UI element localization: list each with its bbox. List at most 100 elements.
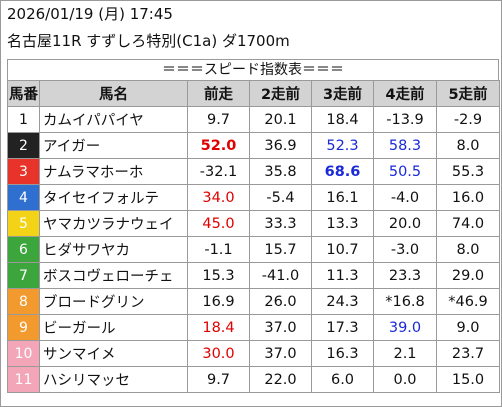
horse-number-cell: 8 [7,288,40,315]
race-title: 名古屋11R すずしろ特別(C1a) ダ1700m [7,32,290,50]
speed-index-cell: 45.0 [187,210,250,237]
col-header-5-races-ago: 5走前 [436,80,500,107]
horse-name-cell: ヤマカツラナウェイ [39,210,188,237]
speed-index-cell: 22.0 [249,366,312,393]
table-banner: ＝＝＝スピード指数表＝＝＝ [7,59,499,80]
speed-index-cell: 16.1 [311,184,374,211]
horse-name-cell: ハシリマッセ [39,366,188,393]
speed-index-cell: *16.8 [373,288,437,315]
horse-name-cell: ブロードグリン [39,288,188,315]
horse-number-cell: 5 [7,210,40,237]
speed-index-cell: 36.9 [249,132,312,159]
speed-index-cell: 37.0 [249,314,312,341]
speed-index-cell: 11.3 [311,262,374,289]
speed-index-cell: 52.3 [311,132,374,159]
speed-index-cell: 23.3 [373,262,437,289]
speed-index-cell: -5.4 [249,184,312,211]
speed-index-cell: -1.1 [187,236,250,263]
col-header-3-races-ago: 3走前 [311,80,374,107]
speed-index-cell: 8.0 [436,236,500,263]
speed-index-cell: 9.0 [436,314,500,341]
table-row: 11 ハシリマッセ 9.7 22.0 6.0 0.0 15.0 [7,366,500,393]
speed-index-cell: 18.4 [311,106,374,133]
speed-index-cell: 16.3 [311,340,374,367]
horse-name-cell: ナムラマホーホ [39,158,188,185]
speed-index-cell: 37.0 [249,340,312,367]
col-header-number: 馬番 [7,80,40,107]
speed-index-cell: 34.0 [187,184,250,211]
speed-index-cell: 68.6 [311,158,374,185]
speed-index-cell: -3.0 [373,236,437,263]
table-row: 9 ビーガール 18.4 37.0 17.3 39.0 9.0 [7,314,500,341]
speed-index-cell: 55.3 [436,158,500,185]
horse-number-cell: 7 [7,262,40,289]
speed-index-cell: 13.3 [311,210,374,237]
speed-index-cell: 24.3 [311,288,374,315]
table-row: 4 タイセイフォルテ 34.0 -5.4 16.1 -4.0 16.0 [7,184,500,211]
horse-name-cell: サンマイメ [39,340,188,367]
horse-number-cell: 4 [7,184,40,211]
speed-index-cell: 16.0 [436,184,500,211]
col-header-2-races-ago: 2走前 [249,80,312,107]
race-date-time: 2026/01/19 (月) 17:45 [7,5,173,23]
horse-name-cell: タイセイフォルテ [39,184,188,211]
horse-number-cell: 1 [7,106,40,133]
table-row: 8 ブロードグリン 16.9 26.0 24.3 *16.8 *46.9 [7,288,500,315]
speed-index-cell: *46.9 [436,288,500,315]
speed-index-cell: 9.7 [187,106,250,133]
speed-index-cell: 50.5 [373,158,437,185]
table-row: 5 ヤマカツラナウェイ 45.0 33.3 13.3 20.0 74.0 [7,210,500,237]
speed-index-cell: 29.0 [436,262,500,289]
speed-index-cell: 17.3 [311,314,374,341]
speed-index-cell: 18.4 [187,314,250,341]
col-header-4-races-ago: 4走前 [373,80,437,107]
speed-index-cell: 20.0 [373,210,437,237]
horse-number-cell: 2 [7,132,40,159]
horse-name-cell: ボスコヴェローチェ [39,262,188,289]
horse-number-cell: 6 [7,236,40,263]
speed-index-cell: 74.0 [436,210,500,237]
table-row: 10 サンマイメ 30.0 37.0 16.3 2.1 23.7 [7,340,500,367]
horse-name-cell: カムイパパイヤ [39,106,188,133]
speed-index-cell: 20.1 [249,106,312,133]
horse-name-cell: アイガー [39,132,188,159]
speed-index-cell: 58.3 [373,132,437,159]
horse-name-cell: ヒダサワヤカ [39,236,188,263]
speed-index-cell: 52.0 [187,132,250,159]
table-row: 2 アイガー 52.0 36.9 52.3 58.3 8.0 [7,132,500,159]
speed-index-cell: 23.7 [436,340,500,367]
speed-index-cell: 2.1 [373,340,437,367]
speed-index-cell: 16.9 [187,288,250,315]
speed-index-cell: -13.9 [373,106,437,133]
header-row: 馬番 馬名 前走 2走前 3走前 4走前 5走前 [7,80,500,107]
speed-index-cell: 6.0 [311,366,374,393]
speed-index-cell: 26.0 [249,288,312,315]
speed-index-cell: -32.1 [187,158,250,185]
speed-index-cell: 39.0 [373,314,437,341]
table-row: 3 ナムラマホーホ -32.1 35.8 68.6 50.5 55.3 [7,158,500,185]
speed-index-cell: 33.3 [249,210,312,237]
col-header-last-race: 前走 [187,80,250,107]
horse-number-cell: 3 [7,158,40,185]
speed-index-cell: -2.9 [436,106,500,133]
speed-index-cell: 15.7 [249,236,312,263]
speed-index-table: 馬番 馬名 前走 2走前 3走前 4走前 5走前 1 カムイパパイヤ 9.7 20.1… [7,80,500,393]
col-header-name: 馬名 [39,80,188,107]
table-row: 7 ボスコヴェローチェ 15.3 -41.0 11.3 23.3 29.0 [7,262,500,289]
speed-index-cell: -41.0 [249,262,312,289]
speed-index-cell: 30.0 [187,340,250,367]
table-row: 1 カムイパパイヤ 9.7 20.1 18.4 -13.9 -2.9 [7,106,500,133]
speed-index-cell: 9.7 [187,366,250,393]
horse-number-cell: 11 [7,366,40,393]
speed-index-cell: 35.8 [249,158,312,185]
speed-index-cell: 0.0 [373,366,437,393]
horse-number-cell: 9 [7,314,40,341]
speed-index-cell: 15.3 [187,262,250,289]
table-row: 6 ヒダサワヤカ -1.1 15.7 10.7 -3.0 8.0 [7,236,500,263]
horse-name-cell: ビーガール [39,314,188,341]
speed-index-cell: -4.0 [373,184,437,211]
speed-index-cell: 15.0 [436,366,500,393]
speed-index-cell: 10.7 [311,236,374,263]
speed-index-cell: 8.0 [436,132,500,159]
